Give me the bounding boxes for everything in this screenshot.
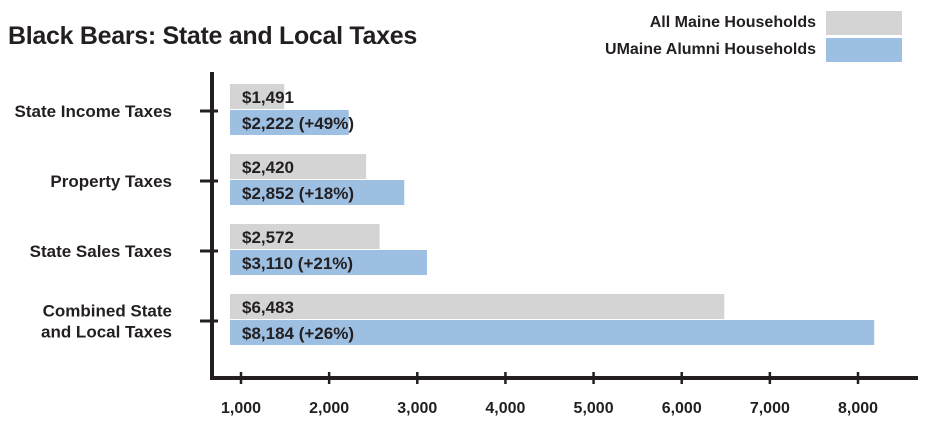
data-label: $2,852 (+18%) [242,184,354,203]
x-tick-label: 3,000 [397,400,437,417]
bar-all-maine [230,224,380,249]
bar-all-maine [230,154,367,179]
category-label: State Income Taxes [15,102,172,121]
page-title: Black Bears: State and Local Taxes [8,22,417,50]
bar-all-maine [230,294,725,319]
x-tick-label: 7,000 [750,400,790,417]
x-tick-label: 4,000 [485,400,525,417]
legend-label-all-maine: All Maine Households [649,14,816,31]
legend-label-umaine-alumni: UMaine Alumni Households [605,41,816,58]
data-label: $3,110 (+21%) [242,254,353,273]
data-label: $8,184 (+26%) [242,324,354,343]
data-label: $1,491 [242,88,294,107]
legend-swatch-all-maine [826,11,902,35]
x-tick-label: 2,000 [309,400,349,417]
data-label: $2,572 [242,228,294,247]
x-tick-label: 6,000 [662,400,702,417]
x-tick-label: 5,000 [574,400,614,417]
legend-item-all-maine: All Maine Households [650,11,902,35]
data-label: $6,483 [242,298,294,317]
bar-umaine-alumni [230,320,875,345]
category-label: and Local Taxes [41,323,172,342]
bar-all-maine [230,84,285,109]
bar-umaine-alumni [230,250,427,275]
legend-item-umaine-alumni: UMaine Alumni Households [605,38,902,62]
bar-umaine-alumni [230,110,349,135]
category-label: State Sales Taxes [30,242,172,261]
category-label: Combined State [43,302,172,321]
category-label: Property Taxes [50,172,172,191]
x-tick-label: 1,000 [221,400,261,417]
data-label: $2,222 (+49%) [242,114,354,133]
bar-umaine-alumni [230,180,405,205]
x-tick-label: 8,000 [838,400,878,417]
data-label: $2,420 [242,158,294,177]
legend-swatch-umaine-alumni [826,38,902,62]
